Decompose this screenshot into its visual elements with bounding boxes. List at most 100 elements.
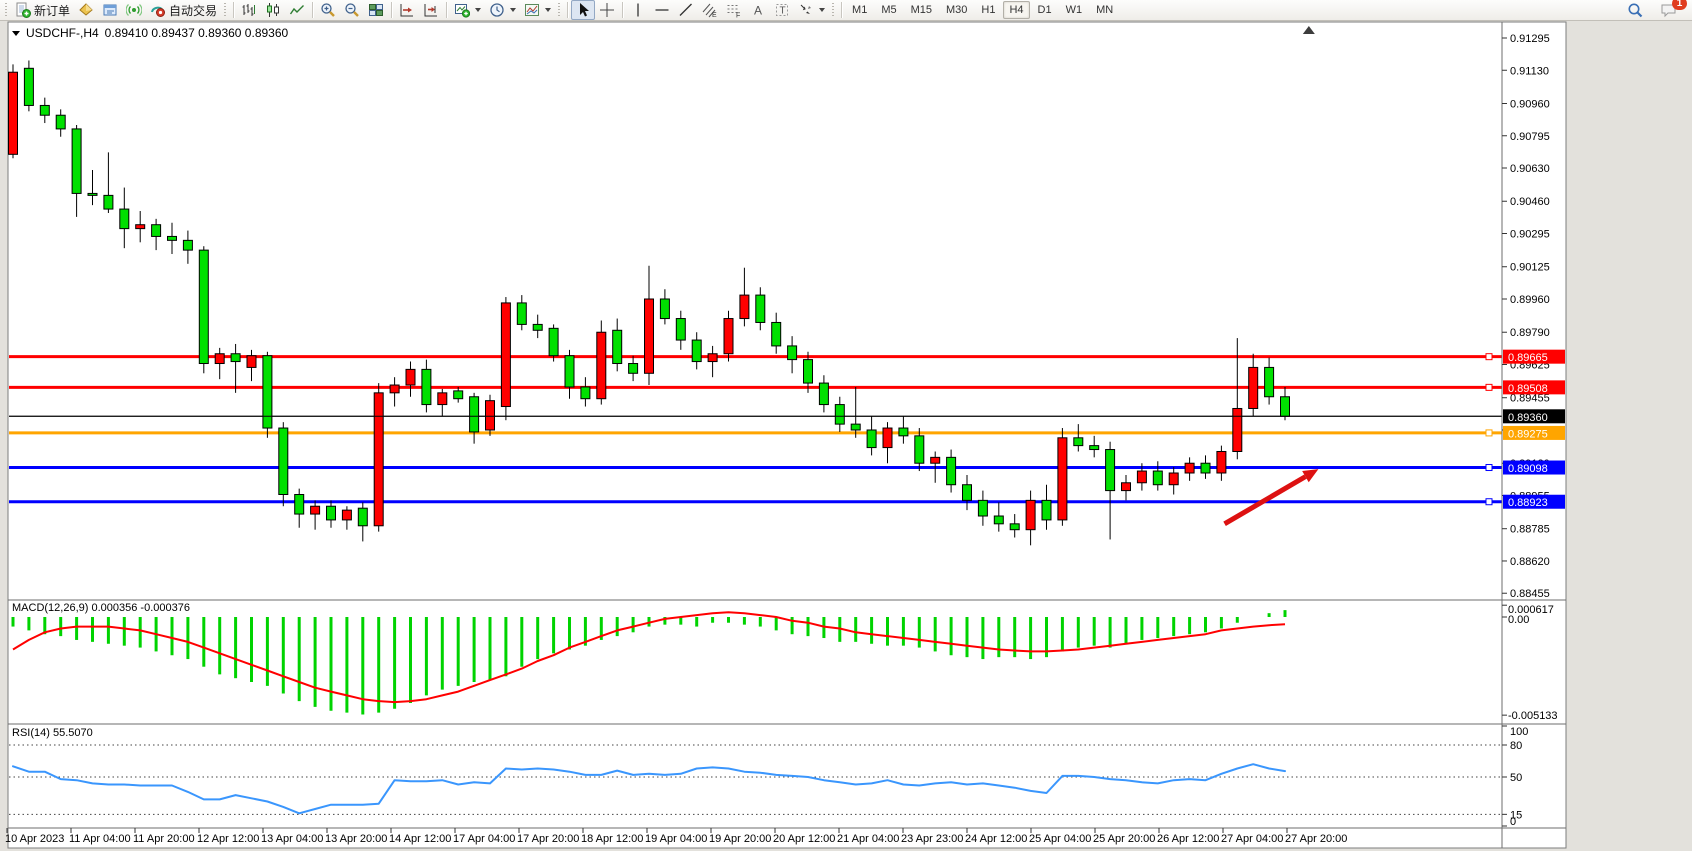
rsi-name: RSI(14) [12,727,50,739]
candle-body [787,345,798,361]
candle-body [1089,445,1100,451]
candle-body [341,509,352,521]
crosshair-icon [599,2,615,18]
crosshair-tool-button[interactable] [595,0,619,20]
auto-scroll-button[interactable] [395,0,419,20]
candle-body [485,400,495,431]
templates-button[interactable] [520,0,555,20]
price-badge-label: 0.89665 [1508,352,1548,364]
macd-axis-label: 0.00 [1508,614,1529,626]
bar-chart-button[interactable] [237,0,261,20]
candle-body [1105,449,1116,492]
toolbar-grip[interactable] [831,3,837,17]
price-badge-label: 0.89098 [1508,463,1548,475]
auto-trading-button[interactable]: 自动交易 [146,0,221,20]
tab-D1[interactable]: D1 [1037,4,1052,16]
tab-H4[interactable]: H4 [1003,1,1030,19]
candle-body [691,339,702,363]
tab-W1[interactable]: W1 [1065,4,1083,16]
candle-body [1073,437,1084,447]
candlestick-chart-button[interactable] [261,0,285,20]
profiles-button[interactable] [74,0,98,20]
hline-handle[interactable] [1485,353,1493,361]
toolbar-grip[interactable] [557,3,563,17]
candle-body [898,427,909,437]
tab-M1[interactable]: M1 [852,4,868,16]
chart-shift-button[interactable] [419,0,443,20]
tab-H1[interactable]: H1 [981,4,996,16]
toolbar-right-group: 1 [1623,0,1690,20]
tab-M5[interactable]: M5 [881,4,897,16]
periods-dropdown-caret [510,8,517,12]
chart-symbol-timeframe: USDCHF-,H4 [26,26,99,40]
zoom-out-button[interactable] [340,0,364,20]
price-tick-label: 0.88785 [1510,524,1550,536]
text-tool-button[interactable]: A [746,0,770,20]
candle-body [628,363,639,374]
candle-body [310,505,321,515]
vertical-line-tool-button[interactable] [626,0,650,20]
candle-body [1025,499,1036,531]
hline-handle[interactable] [1485,464,1493,472]
price-badge-label: 0.88923 [1508,497,1548,509]
horizontal-line-tool-button[interactable] [650,0,674,20]
hline-handle[interactable] [1485,498,1493,506]
hline-handle[interactable] [1485,429,1493,437]
signals-button[interactable] [122,0,146,20]
line-chart-button[interactable] [285,0,309,20]
macd-axis-label: 0.000617 [1508,604,1554,616]
hline-handle[interactable] [1485,383,1493,391]
trendline-icon [678,2,694,18]
zoom-out-icon [344,2,360,18]
candle-body [214,353,225,365]
candle-body [755,294,766,323]
zoom-in-button[interactable] [316,0,340,20]
tab-MN[interactable]: MN [1096,4,1114,16]
notifications-button[interactable]: 1 [1656,0,1687,20]
arrows-tool-button[interactable] [794,0,829,20]
price-tick-label: 0.91295 [1510,33,1550,45]
candle-body [850,423,861,431]
symbol-dropdown-icon[interactable] [12,30,20,36]
candle-body [946,456,957,486]
trendline-tool-button[interactable] [674,0,698,20]
new-order-button[interactable]: 新订单 [11,0,74,20]
auto-trading-label: 自动交易 [169,3,218,18]
data-window-button[interactable] [98,0,122,20]
candle-body [1264,366,1275,398]
search-button[interactable] [1623,0,1648,20]
gold-diamond-icon [78,2,94,18]
tab-M30[interactable]: M30 [946,4,968,16]
candle-body [1136,470,1147,484]
chart-title-bar: USDCHF-,H4 0.89410 0.89437 0.89360 0.893… [12,26,288,40]
cursor-tool-button[interactable] [571,0,596,20]
tab-M15[interactable]: M15 [910,4,932,16]
search-icon [1627,2,1644,19]
candle-body [930,456,941,464]
tile-windows-button[interactable] [364,0,388,20]
macd-indicator-label: MACD(12,26,9) 0.000356 -0.000376 [12,602,190,614]
candle-body [405,368,416,386]
candle-body [389,384,400,394]
new-chart-icon [454,2,471,18]
price-tick-label: 0.90125 [1510,262,1550,274]
candle-body [23,67,34,106]
periods-button[interactable] [485,0,520,20]
price-tick-label: 0.89455 [1510,393,1550,405]
candle-body [803,359,813,384]
candle-body [278,427,289,496]
equidistant-channel-tool-button[interactable]: E [698,0,722,20]
candle-body [675,318,686,341]
time-tick-label: 25 Apr 04:00 [1029,833,1091,845]
templates-dropdown-caret [545,8,552,12]
candle-body [1232,407,1243,452]
toolbar-grip[interactable] [223,3,229,17]
text-label-tool-button[interactable]: T [770,0,794,20]
new-chart-button[interactable] [450,0,485,20]
candle-body [723,318,734,355]
fibonacci-tool-button[interactable]: F [722,0,746,20]
toolbar-grip[interactable] [4,3,9,17]
chart-shift-marker-icon[interactable] [1302,26,1315,34]
